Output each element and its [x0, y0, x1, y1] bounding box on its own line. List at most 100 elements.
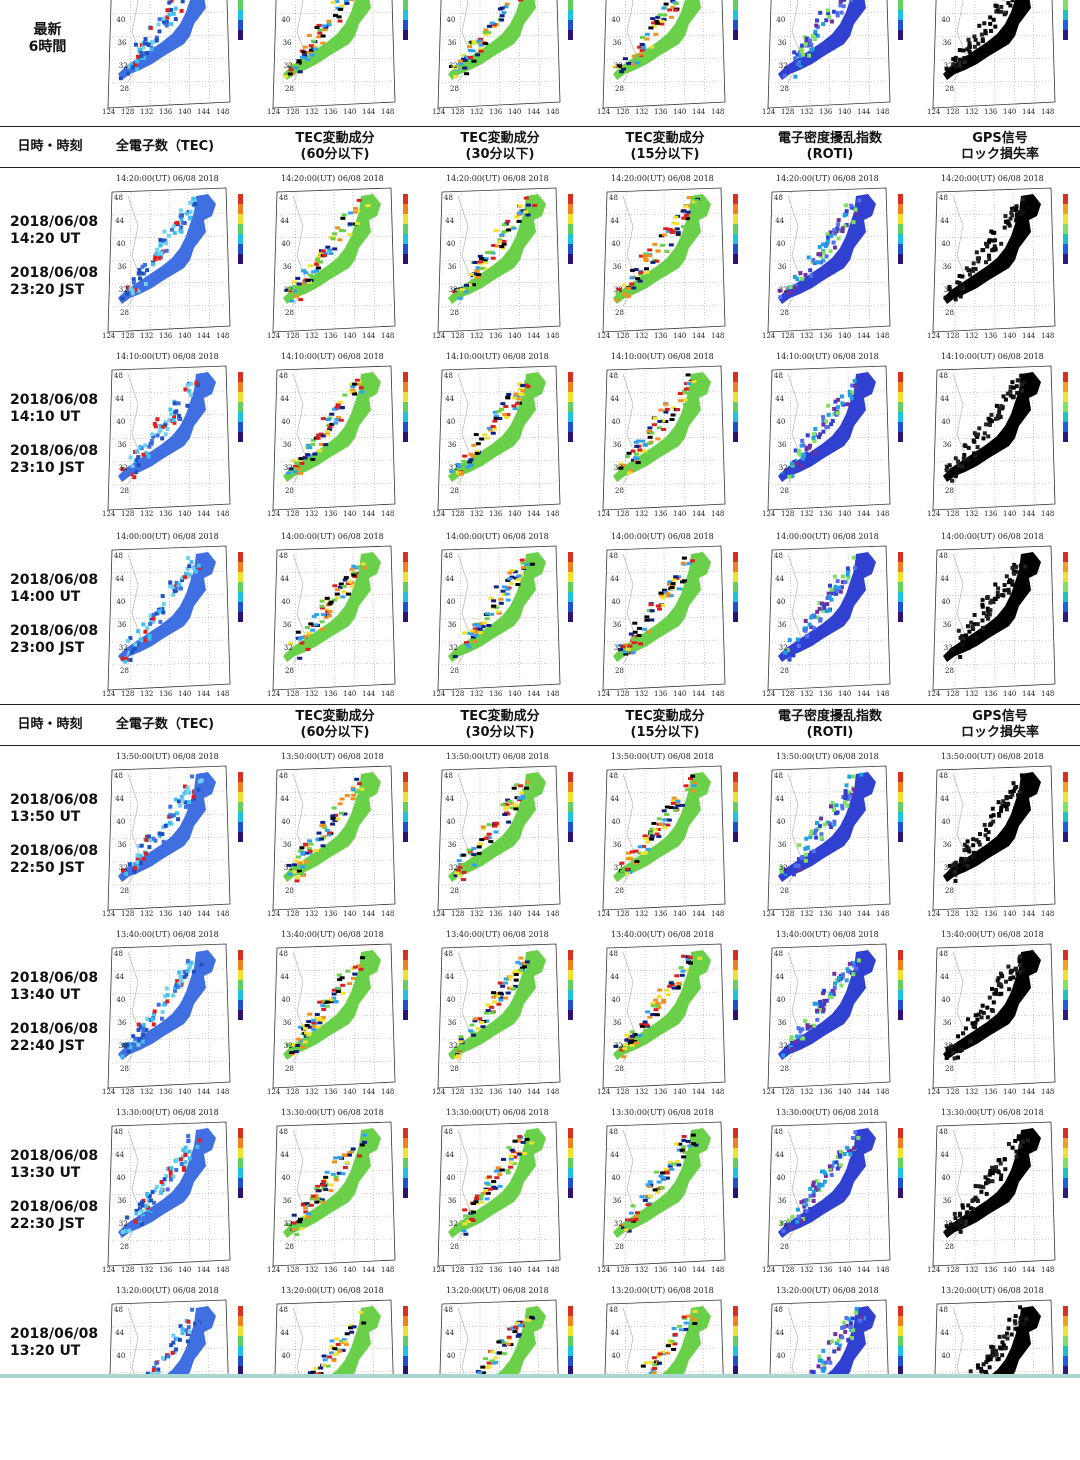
lat-label: 48 [444, 1306, 453, 1314]
data-point [462, 67, 467, 70]
data-point [963, 60, 967, 64]
data-point [1019, 374, 1023, 378]
lon-label: 148 [546, 1266, 559, 1274]
lat-label: 36 [943, 1019, 952, 1027]
data-point [192, 795, 196, 799]
lat-label: 40 [611, 996, 620, 1004]
detrend-map-cell[interactable]: 13:20:00(UT) 06/08 201848444036322812412… [430, 1284, 580, 1374]
data-point [1026, 1139, 1030, 1143]
data-point [173, 231, 177, 235]
data-point [683, 403, 688, 406]
colorbar-swatch [403, 1000, 408, 1010]
lat-label: 48 [609, 372, 618, 380]
data-point [975, 636, 979, 640]
lon-label: 124 [762, 332, 776, 340]
row-ut-time: 14:00 UT [10, 589, 105, 606]
data-point [987, 257, 991, 261]
lon-label: 148 [876, 1266, 889, 1274]
detrend-map-cell[interactable]: 13:20:00(UT) 06/08 201848444036322812412… [265, 1284, 415, 1374]
data-point [522, 1152, 527, 1155]
lon-label: 148 [711, 690, 724, 698]
lon-label: 144 [1022, 510, 1036, 518]
lon-label: 124 [597, 108, 611, 116]
data-point [500, 985, 505, 988]
data-point [188, 216, 192, 220]
colorbar-swatch [403, 802, 408, 812]
roti-map-cell[interactable]: 13:20:00(UT) 06/08 201848444036322812412… [760, 1284, 910, 1374]
data-point [650, 1013, 655, 1016]
data-point [994, 988, 998, 992]
data-point [314, 1201, 319, 1204]
data-point [333, 1156, 338, 1159]
lat-label: 48 [444, 1128, 453, 1136]
data-point [837, 976, 841, 980]
data-point [164, 824, 168, 828]
lon-label: 124 [762, 510, 776, 518]
data-point [640, 43, 645, 46]
tec-map-cell[interactable]: 13:20:00(UT) 06/08 201848444036322812412… [100, 1284, 250, 1374]
data-point [683, 398, 688, 401]
data-point [122, 73, 126, 77]
data-point [459, 1035, 464, 1038]
data-point [640, 440, 645, 443]
lat-label: 44 [775, 0, 784, 1]
data-point [826, 404, 830, 408]
data-point [180, 1162, 184, 1166]
colorbar-swatch [898, 602, 903, 612]
data-point [299, 462, 304, 465]
lat-label: 48 [939, 950, 948, 958]
colorbar-swatch [238, 1178, 243, 1188]
detrend-map-cell[interactable]: 13:20:00(UT) 06/08 201848444036322812412… [595, 1284, 745, 1374]
data-point [147, 845, 151, 849]
latest-label: 最新 6時間 [0, 22, 95, 56]
data-point [622, 292, 627, 295]
